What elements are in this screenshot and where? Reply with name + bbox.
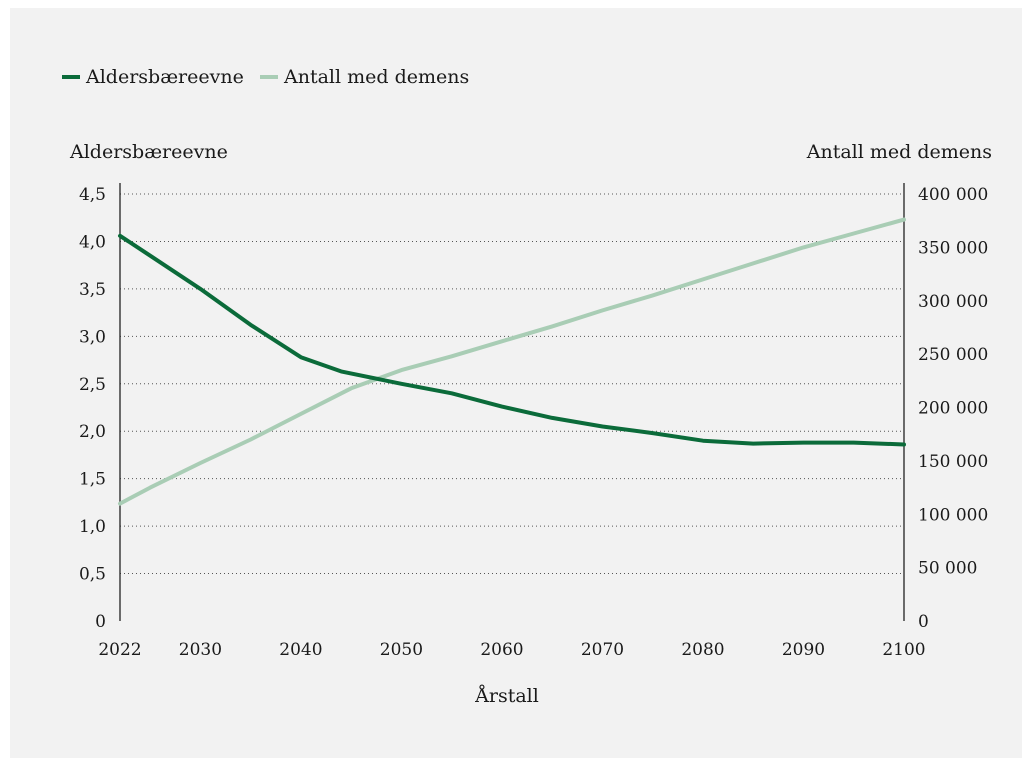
legend-item-0: Aldersbæreevne [62, 66, 244, 88]
series-line-1 [118, 217, 906, 506]
chart-panel [10, 8, 1022, 758]
left-axis-title: Aldersbæreevne [69, 141, 228, 163]
legend: Aldersbæreevne Antall med demens [62, 66, 469, 88]
series-line-0 [118, 233, 906, 447]
left-tick-label: 2,5 [79, 375, 106, 395]
x-tick-label: 2060 [480, 640, 523, 660]
x-axis-title: Årstall [474, 685, 539, 707]
right-tick-label: 250 000 [918, 345, 988, 365]
legend-label-0: Aldersbæreevne [85, 66, 244, 88]
x-tick-label: 2090 [782, 640, 825, 660]
left-tick-label: 3,0 [79, 327, 106, 347]
left-tick-label: 1,5 [79, 470, 106, 490]
right-axis-title: Antall med demens [806, 141, 992, 163]
left-tick-labels: 0 0,5 1,0 1,5 2,0 2,5 3,0 3,5 4,0 4,5 [79, 185, 106, 632]
x-tick-label: 2022 [98, 640, 141, 660]
left-tick-label: 2,0 [79, 422, 106, 442]
right-tick-label: 100 000 [918, 505, 988, 525]
left-tick-label: 3,5 [79, 280, 106, 300]
right-tick-labels: 0 50 000 100 000 150 000 200 000 250 000 300 0… [918, 185, 988, 632]
legend-item-1: Antall med demens [260, 66, 469, 88]
legend-label-1: Antall med demens [283, 66, 469, 88]
x-tick-label: 2050 [380, 640, 423, 660]
x-tick-labels: 2022 2030 2040 2050 2060 2070 2080 2090 2100 [98, 640, 925, 660]
series-lines [118, 217, 906, 506]
right-tick-label: 200 000 [918, 399, 988, 419]
right-tick-label: 300 000 [918, 292, 988, 312]
right-tick-label: 150 000 [918, 452, 988, 472]
right-tick-label: 350 000 [918, 238, 988, 258]
axes [119, 183, 905, 621]
left-tick-label: 4,0 [79, 232, 106, 252]
right-tick-label: 0 [918, 612, 929, 632]
left-tick-label: 1,0 [79, 517, 106, 537]
left-tick-label: 0,5 [79, 565, 106, 585]
left-tick-label: 0 [95, 612, 106, 632]
x-tick-label: 2040 [279, 640, 322, 660]
x-tick-label: 2030 [179, 640, 222, 660]
x-tick-label: 2080 [681, 640, 724, 660]
x-tick-label: 2070 [581, 640, 624, 660]
left-tick-label: 4,5 [79, 185, 106, 205]
x-tick-label: 2100 [882, 640, 925, 660]
right-tick-label: 400 000 [918, 185, 988, 205]
right-tick-label: 50 000 [918, 559, 977, 579]
